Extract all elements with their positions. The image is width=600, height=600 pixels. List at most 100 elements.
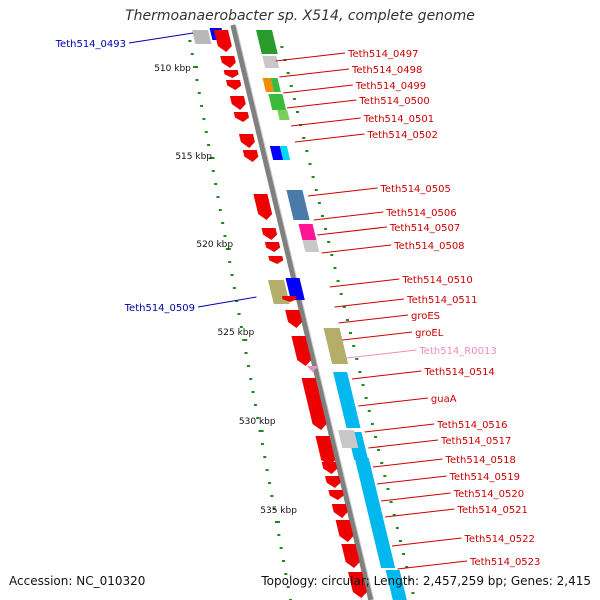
tick-mark-left: [263, 456, 267, 458]
gene-label-right: Teth514_0518: [445, 455, 516, 466]
gene-label-right: Teth514_0514: [423, 367, 494, 378]
tick-mark-left: [246, 365, 250, 367]
gene-block: [298, 224, 317, 240]
tick-mark-left: [277, 534, 281, 536]
gene-arrow: [220, 56, 236, 68]
scale-label: 530 kbp: [239, 417, 276, 427]
tick-mark-left: [286, 586, 290, 588]
tick-mark-left: [260, 443, 264, 445]
gene-arrow: [268, 256, 284, 264]
tick-mark-right: [361, 384, 365, 386]
tick-mark-left: [242, 339, 248, 341]
tick-mark-left: [216, 196, 220, 198]
scale-label: 510 kbp: [154, 64, 191, 74]
tick-mark-right: [345, 319, 349, 321]
gene-label-right: Teth514_0507: [389, 223, 460, 234]
leader-line: [307, 187, 378, 197]
leader-line: [321, 244, 392, 254]
gene-block: [285, 278, 305, 300]
gene-label-left: Teth514_0493: [55, 39, 126, 50]
tick-mark-left: [256, 417, 260, 419]
gene-label-right: Teth514_0519: [449, 472, 520, 483]
tick-mark-right: [349, 332, 353, 334]
gene-block: [286, 190, 310, 220]
genome-backbone: [230, 24, 375, 600]
leader-line: [351, 370, 422, 380]
tick-mark-left: [235, 300, 239, 302]
tick-mark-right: [398, 540, 402, 542]
tick-mark-right: [286, 72, 290, 74]
leader-line: [128, 32, 194, 44]
gene-block: [277, 110, 290, 120]
leader-line: [197, 296, 257, 308]
tick-mark-left: [218, 209, 222, 211]
gene-block: [385, 570, 407, 600]
scale-label: 515 kbp: [175, 152, 212, 162]
backbone-highlight: [235, 24, 375, 600]
gene-label-right: Teth514_0508: [393, 241, 464, 252]
tick-mark-right: [314, 189, 318, 191]
tick-mark-left: [258, 430, 264, 432]
tick-mark-left: [251, 391, 255, 393]
tick-mark-right: [333, 267, 337, 269]
leader-line: [317, 226, 387, 236]
gene-arrow: [238, 134, 255, 148]
gene-arrow: [226, 80, 242, 90]
tick-mark-left: [188, 40, 192, 42]
tick-mark-left: [223, 235, 227, 237]
tick-mark-right: [317, 202, 321, 204]
gene-label-right: Teth514_0500: [358, 96, 429, 107]
accession-text: Accession: NC_010320: [9, 574, 146, 588]
gene-block: [192, 30, 212, 44]
tick-mark-left: [282, 560, 285, 562]
scale-labels: 510 kbp 515 kbp 520 kbp 525 kbp 530 kbp 535 k…: [154, 64, 297, 516]
gene-label-right: Teth514_0498: [351, 65, 422, 76]
gene-arrow: [285, 310, 303, 328]
tick-mark-left: [190, 53, 194, 55]
tick-mark-right: [402, 553, 406, 555]
gene-block: [302, 240, 320, 252]
gene-arrow: [315, 436, 336, 466]
gene-label-right: Teth514_0517: [440, 436, 511, 447]
tick-mark-right: [339, 293, 343, 295]
gene-arrow: [321, 462, 338, 474]
gene-arrow: [301, 378, 327, 430]
tick-mark-left: [211, 170, 215, 172]
tick-mark-right: [292, 98, 296, 100]
leader-line: [376, 475, 447, 485]
tick-mark-right: [336, 280, 340, 282]
gene-label-right: Teth514_0501: [363, 114, 434, 125]
gene-block: [279, 146, 291, 160]
tick-mark-left: [253, 404, 257, 406]
gene-block: [354, 458, 396, 568]
tick-mark-right: [320, 215, 324, 217]
tick-mark-right: [392, 514, 396, 516]
gene-label-right: Teth514_0520: [453, 489, 524, 500]
gene-label-right: Teth514_0523: [469, 557, 540, 568]
tick-mark-right: [280, 46, 284, 48]
leader-line: [279, 68, 350, 78]
gene-block: [262, 78, 274, 92]
leader-line: [391, 537, 462, 547]
gene-label-right: groEL: [415, 328, 444, 339]
gene-arrow: [281, 296, 297, 302]
tick-mark-right: [324, 228, 328, 230]
tick-mark-right: [289, 85, 293, 87]
tick-mark-left: [267, 482, 271, 484]
gene-features: [192, 28, 407, 600]
tick-mark-right: [305, 150, 309, 152]
leader-line: [334, 298, 405, 308]
tick-mark-right: [296, 111, 299, 113]
tick-mark-right: [352, 345, 356, 347]
gene-block: [262, 56, 280, 68]
tick-marks: [188, 40, 415, 600]
gene-arrow: [328, 490, 344, 500]
gene-arrow: [348, 572, 367, 598]
gene-label-right: Teth514_0497: [347, 49, 418, 60]
gene-label-right: Teth514_0502: [367, 130, 438, 141]
tick-mark-right: [308, 163, 312, 165]
leader-line: [313, 211, 384, 221]
gene-block: [268, 94, 287, 110]
tick-mark-left: [200, 105, 204, 107]
